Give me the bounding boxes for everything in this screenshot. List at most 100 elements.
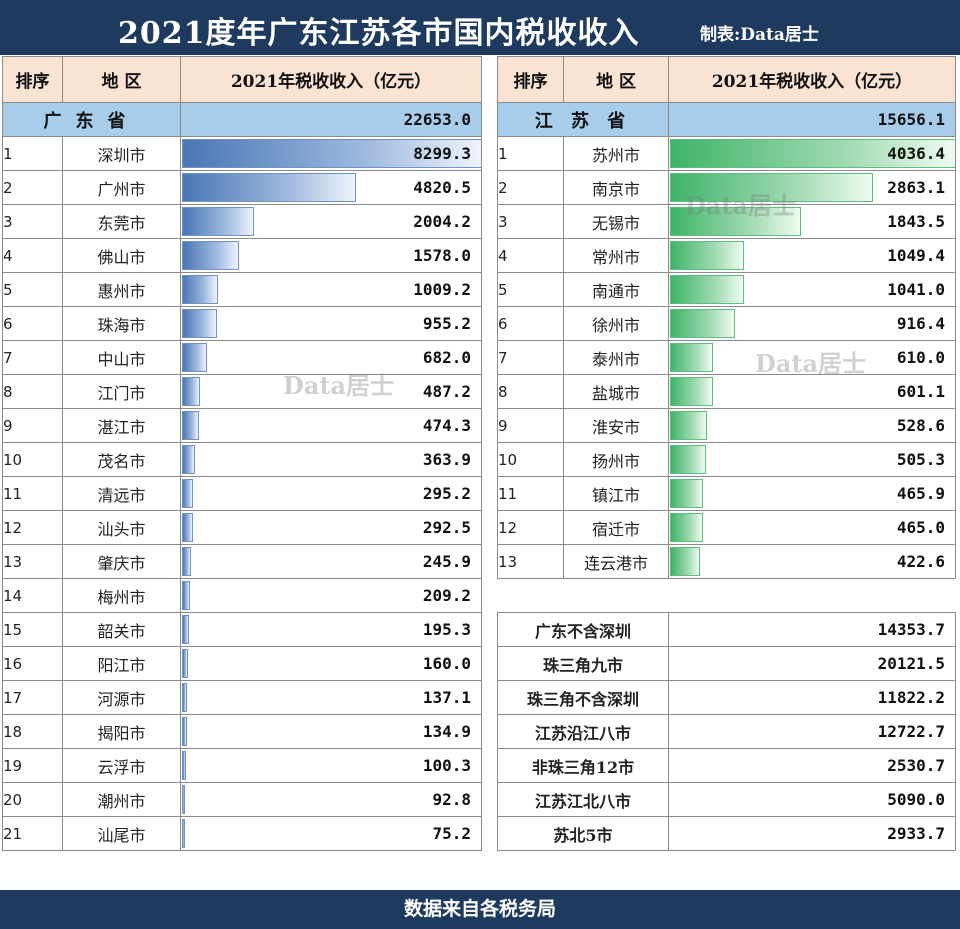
value-cell: 528.6: [668, 408, 956, 443]
rank-cell: 10: [497, 442, 564, 477]
rank-cell: 21: [2, 816, 63, 851]
rank-cell: 10: [2, 442, 63, 477]
value-label: 1049.4: [887, 246, 945, 265]
city-cell: 广州市: [62, 170, 181, 205]
table-row: 6 徐州市 916.4: [497, 306, 956, 341]
value-cell: 134.9: [180, 714, 482, 749]
city-cell: 清远市: [62, 476, 181, 511]
table-row: 5 惠州市 1009.2: [2, 272, 482, 307]
value-cell: 465.0: [668, 510, 956, 545]
summary-value-cell: 2933.7: [668, 816, 956, 851]
value-cell: 2004.2: [180, 204, 482, 239]
table-row: 11 清远市 295.2: [2, 476, 482, 511]
table-row: 12 汕头市 292.5: [2, 510, 482, 545]
value-cell: 209.2: [180, 578, 482, 613]
city-cell: 佛山市: [62, 238, 181, 273]
value-bar: [182, 309, 217, 338]
value-cell: 1041.0: [668, 272, 956, 307]
value-cell: 1009.2: [180, 272, 482, 307]
value-label: 209.2: [422, 586, 471, 605]
value-bar: [182, 581, 190, 610]
value-cell: 8299.3: [180, 136, 482, 171]
value-header: 2021年税收收入（亿元）: [180, 56, 482, 103]
city-cell: 宿迁市: [563, 510, 669, 545]
table-row: 5 南通市 1041.0: [497, 272, 956, 307]
table-row: 4 常州市 1049.4: [497, 238, 956, 273]
title-bar: 2021度年广东江苏各市国内税收收入 制表:Data居士: [0, 0, 960, 55]
blank-cell: [497, 578, 956, 613]
jiangsu-table: 排序 地 区 2021年税收收入（亿元） 江 苏 省 15656.1 1 苏州市 4…: [497, 56, 956, 851]
table-row: 3 东莞市 2004.2: [2, 204, 482, 239]
city-cell: 珠海市: [62, 306, 181, 341]
rank-header: 排序: [497, 56, 564, 103]
value-label: 682.0: [422, 348, 471, 367]
rank-cell: 2: [2, 170, 63, 205]
summary-label: 非珠三角12市: [497, 748, 669, 783]
rank-cell: 5: [2, 272, 63, 307]
value-label: 487.2: [422, 382, 471, 401]
value-bar: [670, 139, 955, 168]
city-cell: 常州市: [563, 238, 669, 273]
table-row: 13 连云港市 422.6: [497, 544, 956, 579]
value-label: 8299.3: [413, 144, 471, 163]
source-note: 数据来自各税务局: [403, 898, 556, 920]
value-label: 528.6: [896, 416, 945, 435]
value-label: 160.0: [422, 654, 471, 673]
value-bar: [182, 377, 200, 406]
rank-cell: 3: [497, 204, 564, 239]
value-bar: [182, 683, 187, 712]
province-label: 江 苏 省: [534, 110, 632, 132]
summary-value-cell: 5090.0: [668, 782, 956, 817]
rank-cell: 18: [2, 714, 63, 749]
table-row: 21 汕尾市 75.2: [2, 816, 482, 851]
value-cell: 610.0: [668, 340, 956, 375]
city-cell: 连云港市: [563, 544, 669, 579]
summary-row: 江苏沿江八市 12722.7: [497, 714, 956, 749]
rank-cell: 6: [2, 306, 63, 341]
summary-row: 非珠三角12市 2530.7: [497, 748, 956, 783]
city-cell: 揭阳市: [62, 714, 181, 749]
page-title: 2021度年广东江苏各市国内税收收入: [118, 16, 640, 51]
value-header: 2021年税收收入（亿元）: [668, 56, 956, 103]
value-cell: 682.0: [180, 340, 482, 375]
city-cell: 中山市: [62, 340, 181, 375]
value-cell: 137.1: [180, 680, 482, 715]
value-bar: [182, 241, 239, 270]
summary-label: 珠三角不含深圳: [497, 680, 669, 715]
province-label: 广东省: [43, 110, 140, 132]
value-cell: 292.5: [180, 510, 482, 545]
table-row: 8 盐城市 601.1: [497, 374, 956, 409]
table-row: 4 佛山市 1578.0: [2, 238, 482, 273]
rank-cell: 1: [2, 136, 63, 171]
value-bar: [182, 343, 207, 372]
table-row: 13 肇庆市 245.9: [2, 544, 482, 579]
city-cell: 肇庆市: [62, 544, 181, 579]
summary-row: 苏北5市 2933.7: [497, 816, 956, 851]
guangdong-header-row: 排序 地 区 2021年税收收入（亿元）: [2, 56, 482, 103]
value-cell: 160.0: [180, 646, 482, 681]
rank-cell: 6: [497, 306, 564, 341]
rank-cell: 17: [2, 680, 63, 715]
region-header: 地 区: [62, 56, 181, 103]
summary-label: 苏北5市: [497, 816, 669, 851]
table-row: 11 镇江市 465.9: [497, 476, 956, 511]
city-cell: 汕头市: [62, 510, 181, 545]
summary-label: 江苏江北八市: [497, 782, 669, 817]
rank-cell: 9: [2, 408, 63, 443]
rank-cell: 7: [497, 340, 564, 375]
value-cell: 916.4: [668, 306, 956, 341]
province-name-guangdong: 广东省: [2, 102, 181, 137]
value-label: 134.9: [422, 722, 471, 741]
region-header: 地 区: [563, 56, 669, 103]
value-bar: [670, 547, 700, 576]
summary-value: 11822.2: [877, 688, 945, 707]
rank-header: 排序: [2, 56, 63, 103]
table-row: 7 泰州市 610.0: [497, 340, 956, 375]
credit-label: 制表:Data居士: [700, 25, 819, 45]
table-row: 16 阳江市 160.0: [2, 646, 482, 681]
value-cell: 505.3: [668, 442, 956, 477]
rank-cell: 14: [2, 578, 63, 613]
value-cell: 465.9: [668, 476, 956, 511]
city-cell: 湛江市: [62, 408, 181, 443]
value-bar: [670, 479, 703, 508]
